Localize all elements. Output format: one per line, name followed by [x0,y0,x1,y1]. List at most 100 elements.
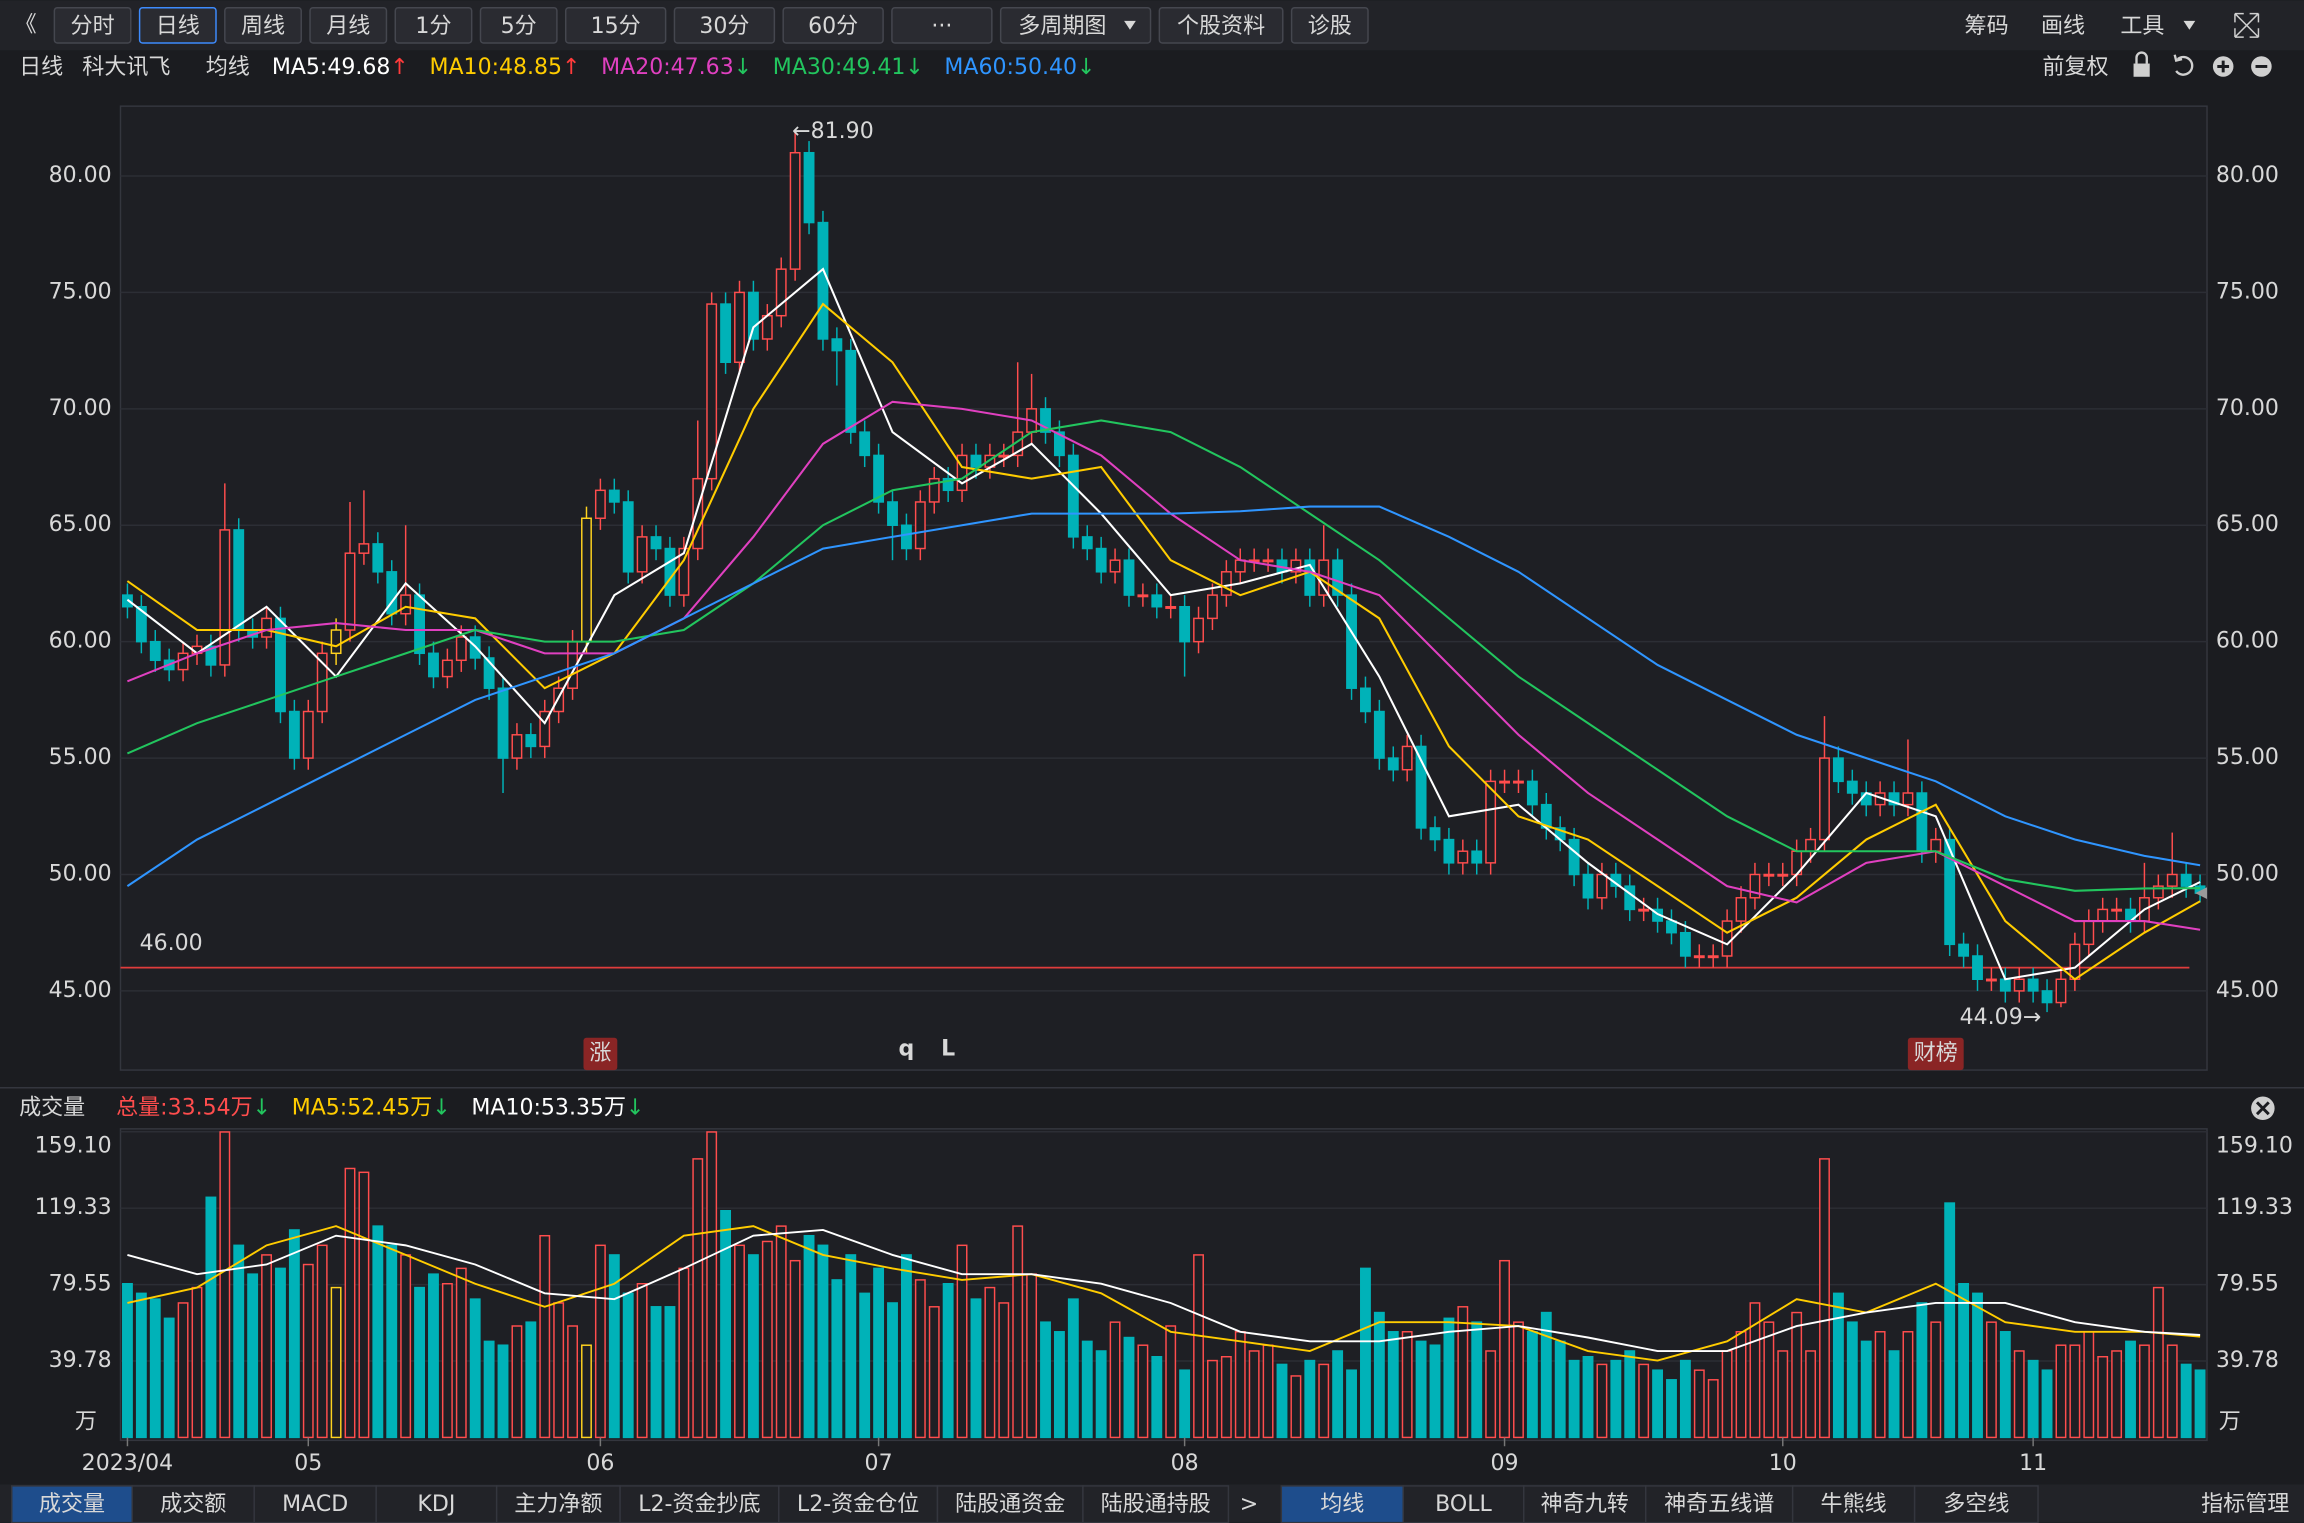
candle-body [511,734,523,759]
volume-bar [1874,1331,1886,1439]
toolbar-button[interactable]: ··· [891,6,993,44]
candle-body [1846,780,1858,794]
toolbar-button[interactable]: 多周期图 [999,6,1152,44]
volume-bar [1485,1350,1497,1439]
volume-bar [1387,1331,1399,1439]
volume-bar [1888,1350,1900,1439]
toolbar-button[interactable]: 诊股 [1290,6,1369,44]
tool-button[interactable]: 筹码 [1965,14,2009,39]
event-marker[interactable]: 财榜 [1907,1037,1964,1071]
volume-bar [553,1302,565,1439]
back-button[interactable]: 《 [15,12,37,37]
overlay-tab[interactable]: 神奇九转 [1523,1485,1647,1523]
fullscreen-icon[interactable] [2234,12,2260,38]
volume-bar [998,1302,1010,1439]
candle-body [539,710,551,748]
candle-body [1095,547,1107,573]
indicator-tab[interactable]: KDJ [375,1485,498,1523]
volume-bar [567,1325,579,1439]
volume-bar [1819,1158,1830,1439]
button-label: 月线 [326,14,370,39]
tool-button[interactable]: 工具 [2120,14,2164,39]
adjust-label[interactable]: 前复权 [2042,55,2108,80]
y-tick-label: 75.00 [49,279,112,304]
indicator-tab[interactable]: 主力净额 [495,1485,621,1523]
toolbar-button[interactable]: 30分 [673,6,776,44]
candle-body [1193,617,1204,643]
overlay-tab[interactable]: BOLL [1402,1485,1525,1523]
toolbar-button[interactable]: 5分 [479,6,558,44]
y-tick-label: 60.00 [49,629,112,654]
undo-icon[interactable] [2173,54,2194,76]
overlay-tab[interactable]: 均线 [1280,1485,1404,1523]
volume-bar [1707,1379,1719,1439]
indicator-tab[interactable]: 成交额 [131,1485,255,1523]
toolbar-button[interactable]: 15分 [564,6,667,44]
tab-bg [1523,1485,1647,1523]
indicator-tab[interactable]: 陆股通持股 [1082,1485,1230,1523]
toolbar-button[interactable]: 1分 [394,6,473,44]
volume-bar [956,1244,968,1439]
volume-bar [1471,1321,1483,1439]
tabs-more[interactable]: > [1240,1492,1258,1517]
tab-label: 多空线 [1943,1492,2009,1517]
candle-body [1040,408,1051,433]
toolbar-button[interactable]: 周线 [224,6,302,44]
candle-body [1638,908,1650,912]
candle-body [1471,850,1483,864]
candle-body [1707,955,1719,959]
candle-body [1234,559,1246,573]
tab-label: L2-资金仓位 [797,1492,919,1517]
y-tick-label: 50.00 [49,861,112,886]
candle-body [1693,955,1705,959]
toolbar-button[interactable]: 60分 [782,6,884,44]
candle-body [1262,559,1274,563]
volume-bar [1360,1267,1371,1439]
candle-body [2013,978,2025,992]
volume-bar [1304,1359,1316,1439]
tool-button[interactable]: 画线 [2041,14,2085,39]
indicator-tab[interactable]: 陆股通资金 [936,1485,1084,1523]
volume-bar [2111,1350,2123,1439]
overlay-tab[interactable]: 牛熊线 [1791,1485,1916,1523]
toolbar-button[interactable]: 日线 [138,6,217,44]
legend-trend: ↑ [562,55,580,80]
candle-body [1415,745,1427,829]
candle-body [525,734,537,748]
volume-bar [1832,1292,1844,1439]
overlay-tab[interactable]: 多空线 [1913,1485,2039,1523]
toolbar-button[interactable]: 月线 [309,6,388,44]
toolbar-button[interactable]: 个股资料 [1158,6,1284,44]
volume-bar [525,1321,537,1439]
indicator-tab[interactable]: 成交量 [11,1485,133,1523]
volume-bar [1582,1356,1594,1439]
legend-trend: ↓ [1077,55,1095,80]
indicator-tab[interactable]: L2-资金抄底 [619,1485,780,1523]
tab-bg [1913,1485,2039,1523]
legend-label: MA10:48.85 [429,55,562,80]
indicator-tab[interactable]: MACD [253,1485,377,1523]
candle-body [873,454,885,503]
lock-icon[interactable] [2133,63,2150,77]
volume-bar [2152,1286,2164,1439]
indicator-tab[interactable]: L2-资金仓位 [778,1485,939,1523]
candle-body [1888,792,1900,806]
volume-bar [1220,1356,1232,1439]
volume-bar [1262,1344,1274,1439]
x-tick-label: 2023/04 [82,1451,174,1476]
legend-label: MA30:49.41 [773,55,906,80]
volume-bar [330,1286,342,1439]
manage-tab[interactable]: 指标管理 [2201,1492,2289,1517]
toolbar-button[interactable]: 分时 [53,6,132,44]
legend-entry: 总量:33.54万↓ [116,1095,271,1120]
flag-label[interactable]: q [899,1036,915,1061]
overlay-tab[interactable]: 神奇五线谱 [1644,1485,1794,1523]
y-tick-label-right: 55.00 [2216,745,2279,770]
candle-body [706,303,718,480]
candle-body [177,652,189,671]
event-marker[interactable]: 涨 [583,1037,618,1071]
candle-body [1832,757,1844,783]
flag-label[interactable]: L [941,1036,955,1061]
button-label: 周线 [241,14,285,39]
